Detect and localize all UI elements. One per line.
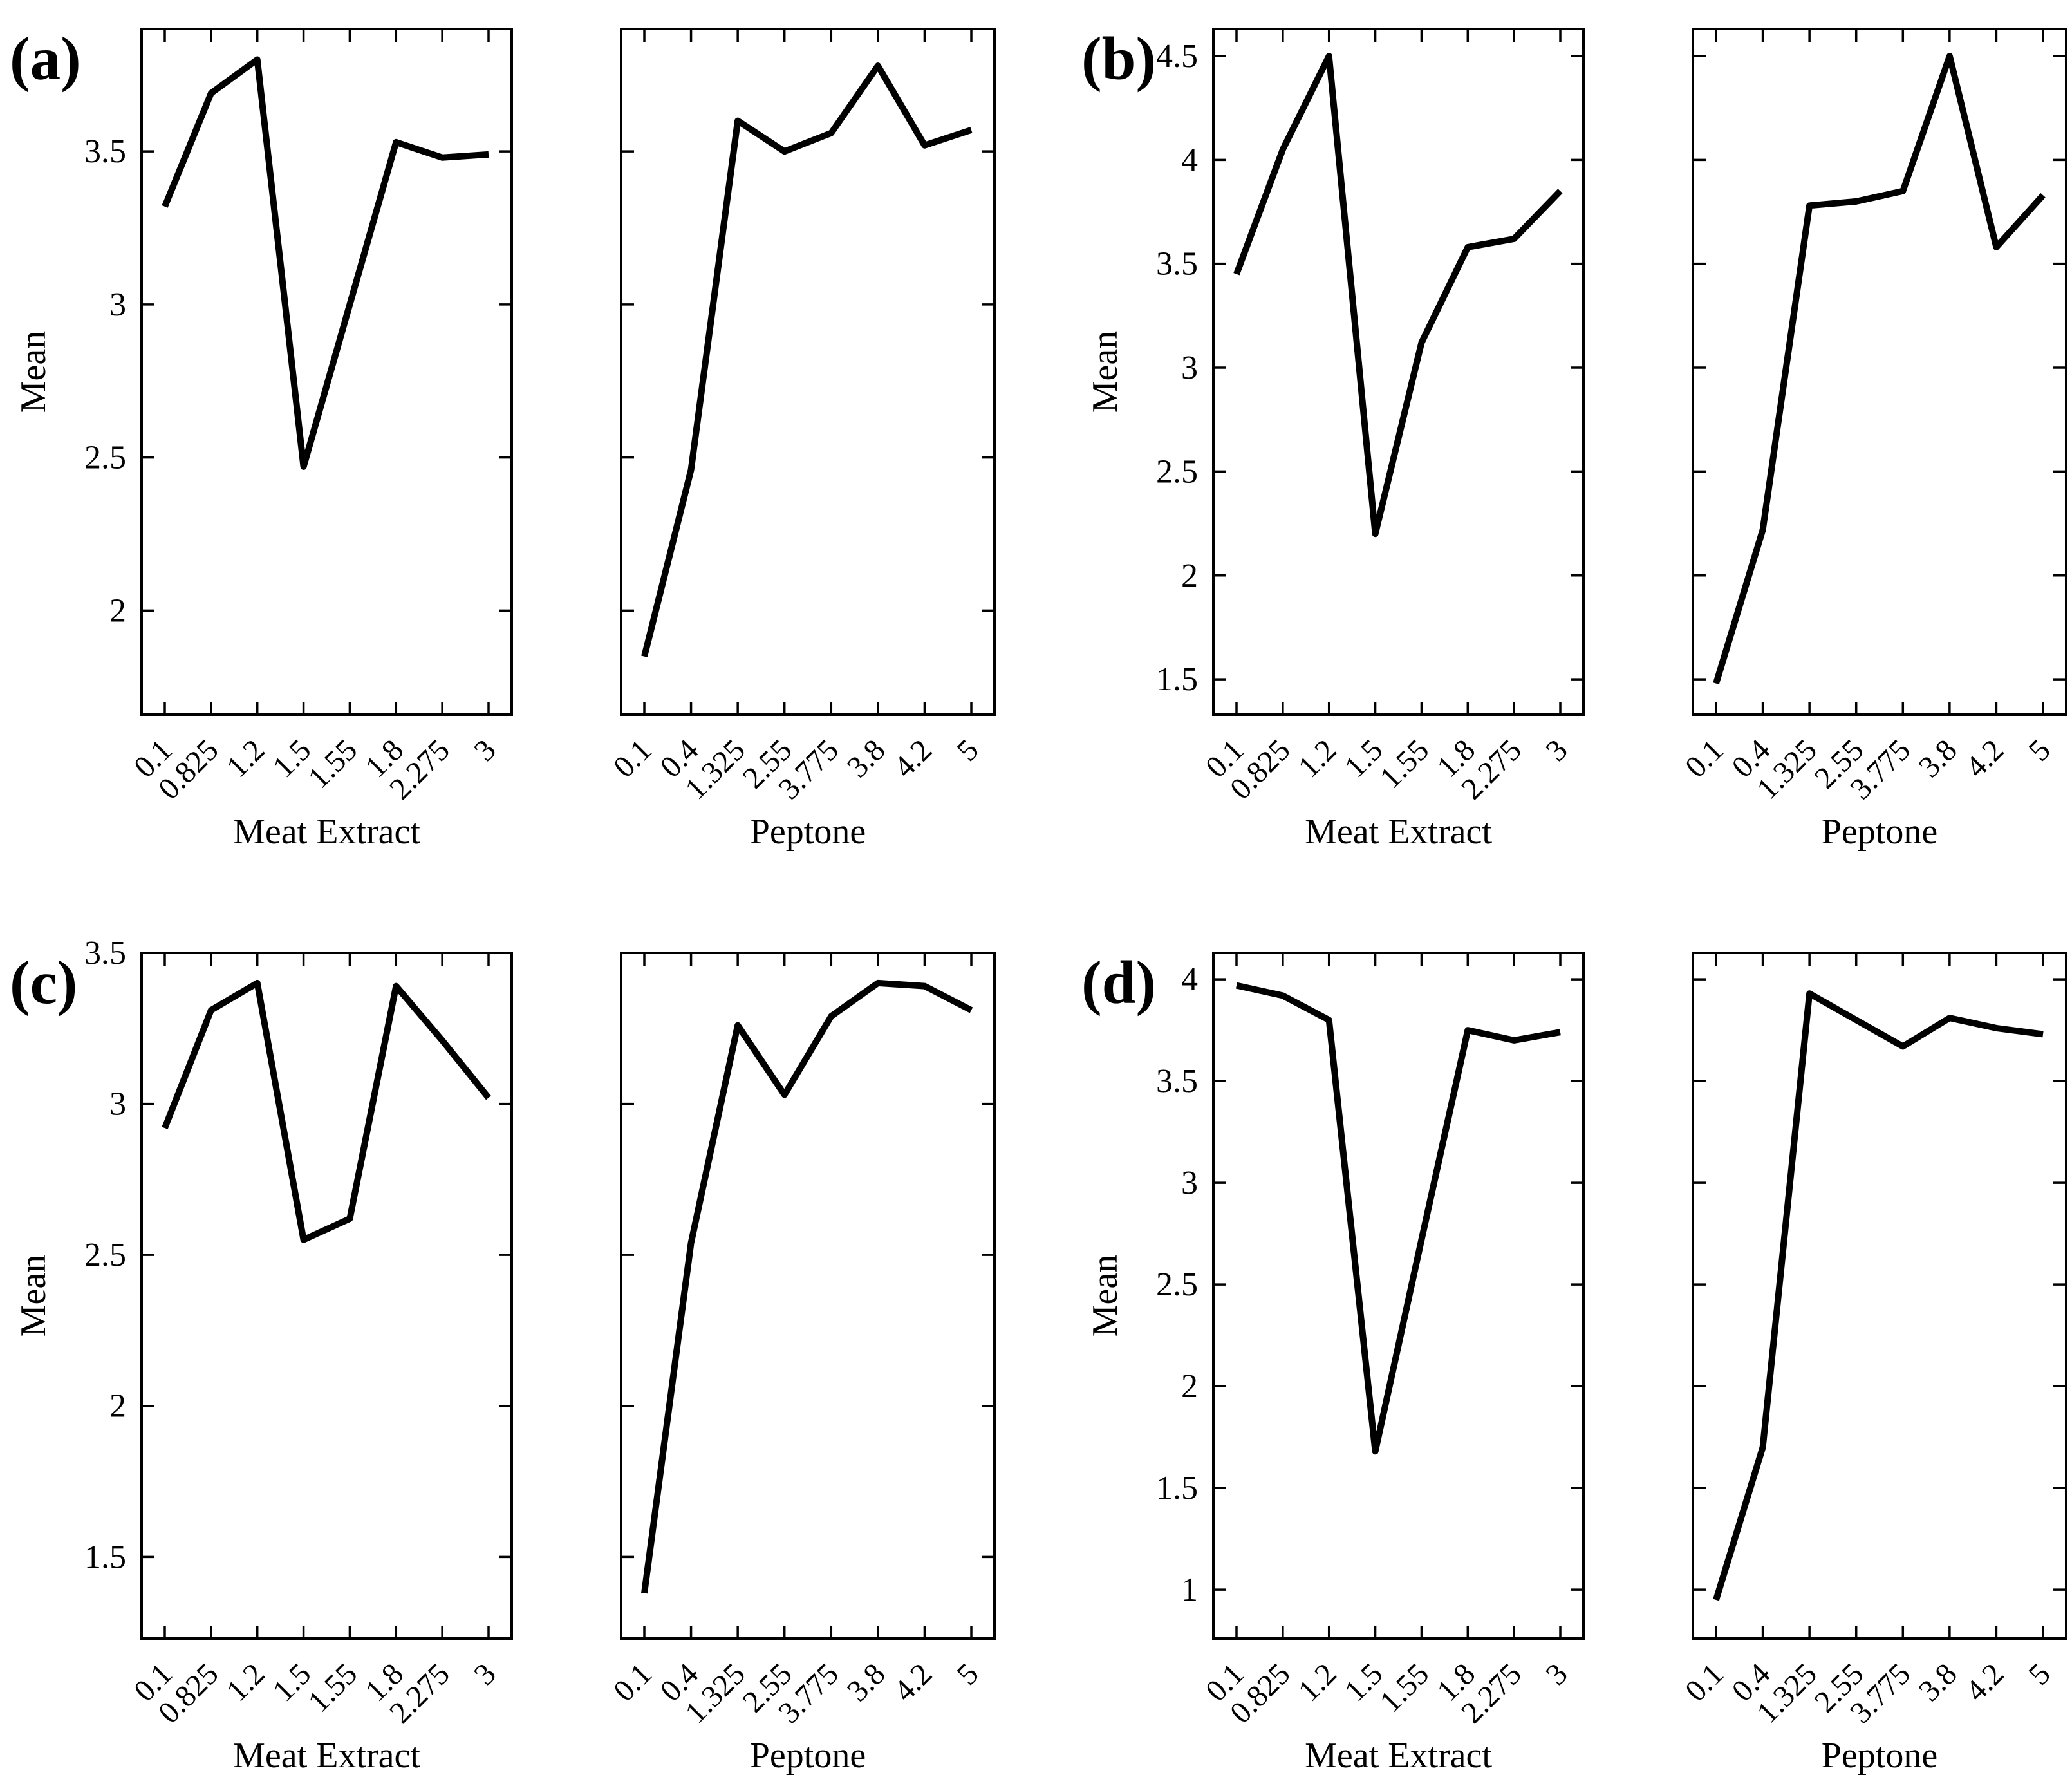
y-tick-label: 3.5 [1156, 246, 1198, 283]
x-tick-label: 3.8 [841, 1657, 892, 1708]
y-tick-label: 1.5 [1156, 661, 1198, 698]
x-tick-label: 5 [950, 1657, 985, 1691]
x-tick-label: 1.2 [220, 733, 272, 784]
x-tick-label: 3 [1539, 1657, 1574, 1691]
panel-letter: (c) [10, 948, 77, 1017]
y-tick-label: 2 [1181, 558, 1198, 594]
x-axis-title: Meat Extract [1305, 812, 1492, 852]
x-axis-title: Peptone [1822, 812, 1937, 852]
x-tick-label: 3 [1539, 733, 1574, 767]
x-axis-title: Meat Extract [233, 812, 420, 852]
x-tick-label: 4.2 [887, 733, 938, 784]
y-tick-label: 2 [109, 592, 126, 629]
panel-letter: (d) [1081, 948, 1156, 1017]
x-tick-label: 1.2 [1292, 733, 1343, 784]
x-tick-label: 4.2 [1959, 733, 2010, 784]
y-tick-label: 2.5 [84, 440, 126, 476]
x-tick-label: 1.55 [1373, 733, 1435, 795]
data-line [162, 56, 489, 470]
data-line [641, 979, 973, 1594]
data-line [1713, 53, 2046, 685]
y-tick-label: 4 [1181, 961, 1198, 998]
y-tick-label: 3.5 [84, 935, 126, 972]
x-tick-label: 3.8 [1912, 1657, 1964, 1708]
x-tick-label: 3.8 [841, 733, 892, 784]
y-tick-label: 1.5 [1156, 1470, 1198, 1507]
x-tick-label: 0.1 [1679, 733, 1730, 784]
x-tick-label: 5 [2022, 733, 2057, 767]
y-tick-label: 2 [1181, 1368, 1198, 1405]
x-axis-title: Peptone [1822, 1736, 1937, 1775]
y-tick-label: 4.5 [1156, 38, 1198, 75]
x-tick-label: 1.2 [220, 1657, 272, 1708]
y-tick-label: 2.5 [84, 1237, 126, 1273]
axis-frame [1212, 28, 1585, 716]
x-tick-label: 1.55 [301, 733, 364, 795]
y-tick-label: 1 [1181, 1572, 1198, 1608]
x-tick-label: 4.2 [887, 1657, 938, 1708]
x-tick-label: 1.55 [301, 1657, 364, 1719]
x-tick-label: 1.55 [1373, 1657, 1435, 1719]
panel-letter: (a) [10, 24, 81, 93]
y-tick-label: 2.5 [1156, 1266, 1198, 1303]
y-tick-label: 3 [109, 286, 126, 323]
y-tick-label: 1.5 [84, 1539, 126, 1575]
data-line [641, 62, 973, 657]
y-tick-label: 3.5 [1156, 1063, 1198, 1100]
y-axis-title-mean: Mean [1085, 1255, 1125, 1337]
y-tick-label: 2.5 [1156, 453, 1198, 490]
x-tick-label: 4.2 [1959, 1657, 2010, 1708]
data-line [162, 979, 491, 1243]
x-axis-title: Peptone [750, 812, 866, 852]
x-tick-label: 5 [2022, 1657, 2057, 1691]
axis-frame [620, 28, 996, 716]
y-axis-title-mean: Mean [14, 331, 53, 413]
axis-frame [1212, 952, 1585, 1640]
x-tick-label: 3 [467, 1657, 502, 1691]
x-tick-label: 0.1 [607, 1657, 658, 1708]
y-axis-title-mean: Mean [14, 1255, 53, 1337]
x-axis-title: Meat Extract [233, 1736, 420, 1775]
y-tick-label: 3 [1181, 1165, 1198, 1201]
data-line [1713, 990, 2044, 1601]
axis-frame [140, 952, 513, 1640]
axis-frame [620, 952, 996, 1640]
data-line [1235, 982, 1561, 1455]
x-tick-label: 0.1 [607, 733, 658, 784]
x-tick-label: 0.1 [1679, 1657, 1730, 1708]
axis-frame [140, 28, 513, 716]
data-line [1233, 53, 1563, 538]
y-tick-label: 3 [109, 1086, 126, 1123]
x-tick-label: 1.2 [1292, 1657, 1343, 1708]
x-tick-label: 5 [950, 733, 985, 767]
y-tick-label: 3 [1181, 350, 1198, 386]
y-axis-title-mean: Mean [1085, 331, 1125, 413]
x-tick-label: 3.8 [1912, 733, 1964, 784]
x-axis-title: Peptone [750, 1736, 866, 1775]
axis-frame [1692, 952, 2067, 1640]
y-tick-label: 3.5 [84, 133, 126, 170]
y-tick-label: 2 [109, 1388, 126, 1425]
panel-letter: (b) [1081, 24, 1156, 93]
x-axis-title: Meat Extract [1305, 1736, 1492, 1775]
y-tick-label: 4 [1181, 142, 1198, 178]
x-tick-label: 3 [467, 733, 502, 767]
axis-frame [1692, 28, 2067, 716]
